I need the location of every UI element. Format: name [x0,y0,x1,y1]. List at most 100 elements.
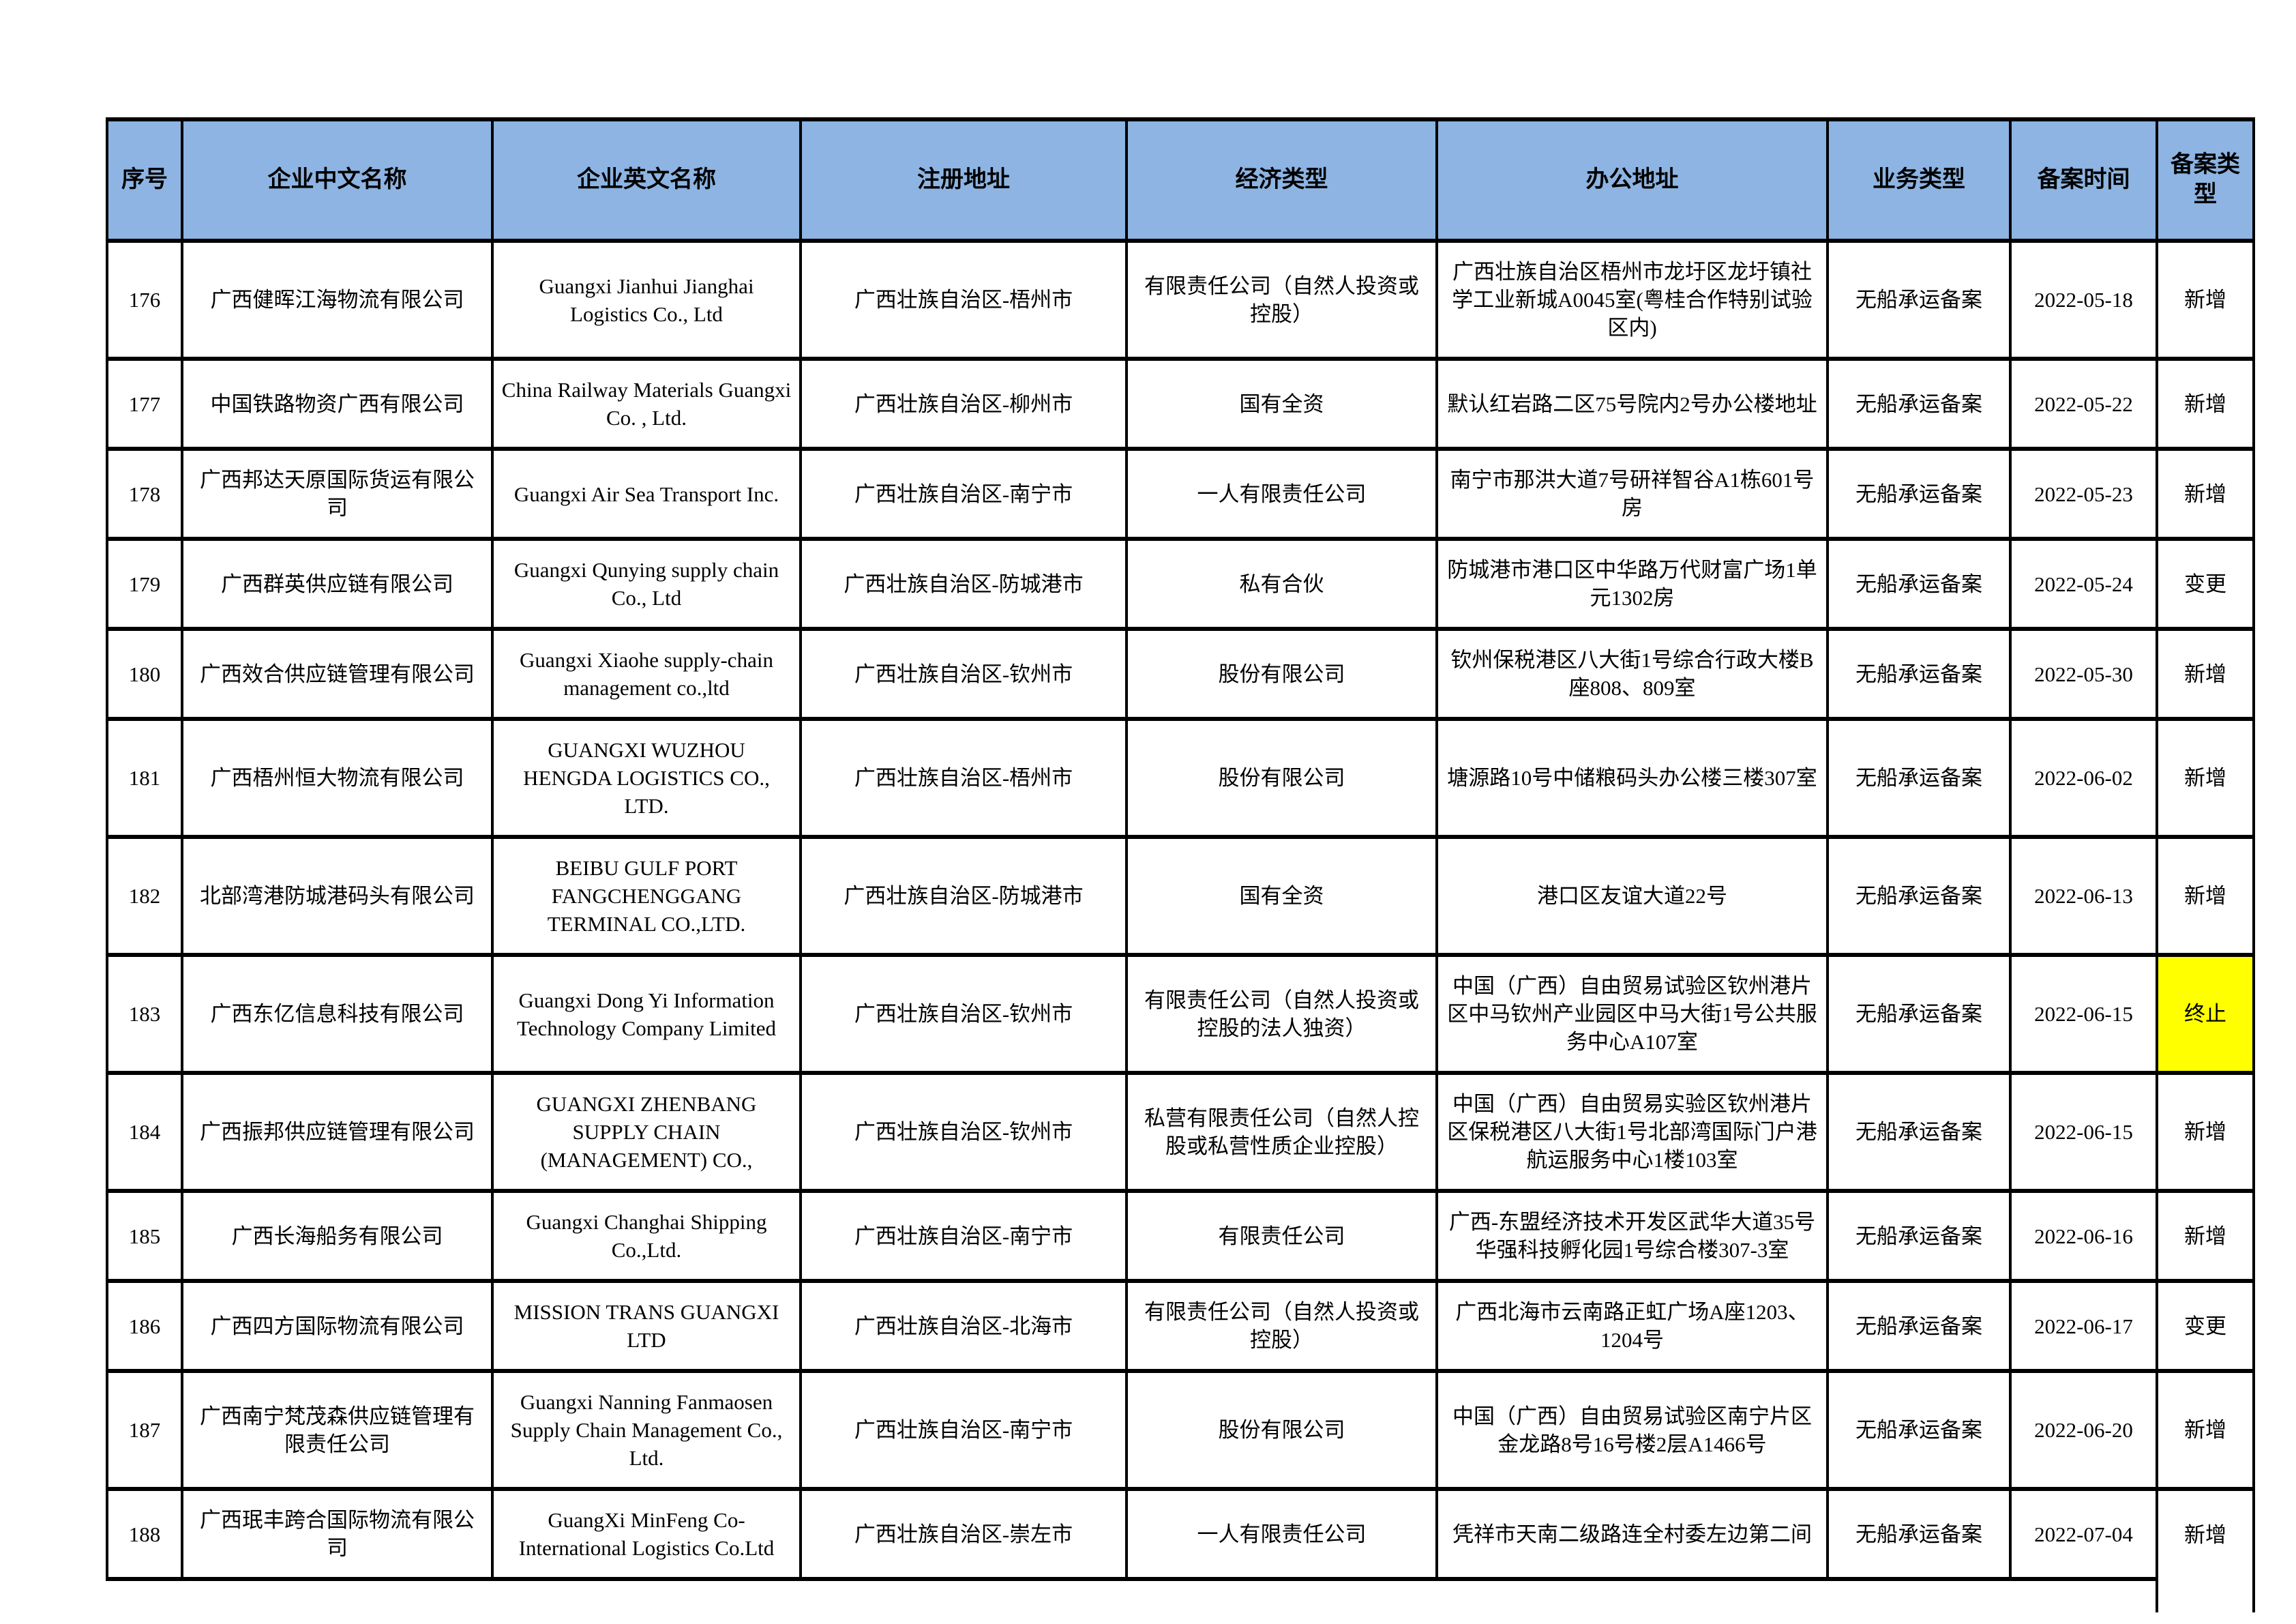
cell-filing-date: 2022-05-22 [2009,357,2158,451]
cell-economic-type: 股份有限公司 [1125,627,1438,721]
cell-serial-number: 179 [106,537,183,631]
cell-economic-type: 有限责任公司（自然人投资或控股） [1125,1279,1438,1373]
table-row: 188 广西珉丰跨合国际物流有限公司 GuangXi MinFeng Co-In… [106,1487,2255,1581]
cell-filing-date: 2022-07-04 [2009,1487,2158,1581]
cell-registered-address: 广西壮族自治区-钦州市 [799,953,1128,1075]
column-header: 备案时间 [2009,117,2158,243]
cell-company-name-en: GUANGXI WUZHOU HENGDA LOGISTICS CO., LTD… [491,717,802,839]
cell-filing-type: 新增 [2156,1369,2255,1491]
cell-filing-type: 新增 [2156,717,2255,839]
cell-office-address: 港口区友谊大道22号 [1435,835,1829,957]
cell-filing-type: 终止 [2156,953,2255,1075]
cell-office-address: 广西北海市云南路正虹广场A座1203、1204号 [1435,1279,1829,1373]
cell-company-name-en: BEIBU GULF PORT FANGCHENGGANG TERMINAL C… [491,835,802,957]
table-row: 185 广西长海船务有限公司 Guangxi Changhai Shipping… [106,1189,2255,1283]
cell-filing-type: 新增 [2156,627,2255,721]
cell-serial-number: 182 [106,835,183,957]
cell-company-name-en: GuangXi MinFeng Co-International Logisti… [491,1487,802,1581]
cell-office-address: 默认红岩路二区75号院内2号办公楼地址 [1435,357,1829,451]
cell-company-name-en: Guangxi Jianhui Jianghai Logistics Co., … [491,239,802,361]
column-header: 企业英文名称 [491,117,802,243]
cell-company-name-en: Guangxi Air Sea Transport Inc. [491,447,802,541]
column-header: 办公地址 [1435,117,1829,243]
cell-serial-number: 186 [106,1279,183,1373]
cell-registered-address: 广西壮族自治区-南宁市 [799,1189,1128,1283]
header-row: 序号 企业中文名称 企业英文名称 注册地址 经济类型 办公地址 业务类型 备案时间 备案类型 [106,117,2255,243]
cell-filing-date: 2022-06-13 [2009,835,2158,957]
cell-registered-address: 广西壮族自治区-崇左市 [799,1487,1128,1581]
cell-economic-type: 私营有限责任公司（自然人控股或私营性质企业控股） [1125,1071,1438,1193]
cell-filing-date: 2022-06-20 [2009,1369,2158,1491]
next-row-border-stub [2156,1578,2158,1612]
cell-registered-address: 广西壮族自治区-防城港市 [799,835,1128,957]
cell-office-address: 防城港市港口区中华路万代财富广场1单元1302房 [1435,537,1829,631]
cell-company-name-en: GUANGXI ZHENBANG SUPPLY CHAIN (MANAGEMEN… [491,1071,802,1193]
cell-business-type: 无船承运备案 [1826,1279,2012,1373]
cell-company-name-cn: 北部湾港防城港码头有限公司 [181,835,494,957]
cell-economic-type: 国有全资 [1125,357,1438,451]
cell-serial-number: 177 [106,357,183,451]
cell-company-name-en: Guangxi Changhai Shipping Co.,Ltd. [491,1189,802,1283]
cell-business-type: 无船承运备案 [1826,717,2012,839]
nvocc-filing-table: 序号 企业中文名称 企业英文名称 注册地址 经济类型 办公地址 业务类型 备案时间 备案类型 1… [106,117,2255,1581]
cell-company-name-cn: 广西长海船务有限公司 [181,1189,494,1283]
cell-serial-number: 185 [106,1189,183,1283]
cell-business-type: 无船承运备案 [1826,953,2012,1075]
cell-serial-number: 178 [106,447,183,541]
cell-economic-type: 有限责任公司（自然人投资或控股） [1125,239,1438,361]
table-row: 183 广西东亿信息科技有限公司 Guangxi Dong Yi Informa… [106,953,2255,1075]
cell-filing-type: 新增 [2156,835,2255,957]
cell-company-name-cn: 广西振邦供应链管理有限公司 [181,1071,494,1193]
cell-filing-date: 2022-06-15 [2009,953,2158,1075]
cell-serial-number: 176 [106,239,183,361]
table-row: 181 广西梧州恒大物流有限公司 GUANGXI WUZHOU HENGDA L… [106,717,2255,839]
cell-company-name-cn: 广西群英供应链有限公司 [181,537,494,631]
cell-filing-date: 2022-05-24 [2009,537,2158,631]
cell-office-address: 广西壮族自治区梧州市龙圩区龙圩镇社学工业新城A0045室(粤桂合作特别试验区内) [1435,239,1829,361]
cell-filing-date: 2022-05-18 [2009,239,2158,361]
next-row-border-stub [2252,1578,2255,1612]
table-row: 186 广西四方国际物流有限公司 MISSION TRANS GUANGXI L… [106,1279,2255,1373]
cell-registered-address: 广西壮族自治区-南宁市 [799,1369,1128,1491]
table-row: 184 广西振邦供应链管理有限公司 GUANGXI ZHENBANG SUPPL… [106,1071,2255,1193]
cell-filing-date: 2022-05-30 [2009,627,2158,721]
table-row: 187 广西南宁梵茂森供应链管理有限责任公司 Guangxi Nanning F… [106,1369,2255,1491]
cell-company-name-en: Guangxi Dong Yi Information Technology C… [491,953,802,1075]
cell-filing-date: 2022-06-02 [2009,717,2158,839]
cell-office-address: 塘源路10号中储粮码头办公楼三楼307室 [1435,717,1829,839]
cell-company-name-cn: 广西效合供应链管理有限公司 [181,627,494,721]
cell-company-name-en: Guangxi Xiaohe supply-chain management c… [491,627,802,721]
cell-registered-address: 广西壮族自治区-南宁市 [799,447,1128,541]
cell-registered-address: 广西壮族自治区-钦州市 [799,627,1128,721]
table-row: 179 广西群英供应链有限公司 Guangxi Qunying supply c… [106,537,2255,631]
cell-office-address: 凭祥市天南二级路连全村委左边第二间 [1435,1487,1829,1581]
cell-economic-type: 国有全资 [1125,835,1438,957]
cell-serial-number: 184 [106,1071,183,1193]
cell-filing-date: 2022-06-16 [2009,1189,2158,1283]
cell-company-name-en: Guangxi Qunying supply chain Co., Ltd [491,537,802,631]
cell-office-address: 广西-东盟经济技术开发区武华大道35号华强科技孵化园1号综合楼307-3室 [1435,1189,1829,1283]
cell-company-name-cn: 广西四方国际物流有限公司 [181,1279,494,1373]
cell-business-type: 无船承运备案 [1826,357,2012,451]
cell-business-type: 无船承运备案 [1826,1369,2012,1491]
table-row: 177 中国铁路物资广西有限公司 China Railway Materials… [106,357,2255,451]
cell-economic-type: 私有合伙 [1125,537,1438,631]
cell-filing-date: 2022-06-17 [2009,1279,2158,1373]
cell-company-name-cn: 广西邦达天原国际货运有限公司 [181,447,494,541]
cell-registered-address: 广西壮族自治区-梧州市 [799,717,1128,839]
cell-company-name-en: MISSION TRANS GUANGXI LTD [491,1279,802,1373]
cell-serial-number: 188 [106,1487,183,1581]
column-header: 业务类型 [1826,117,2012,243]
cell-economic-type: 有限责任公司 [1125,1189,1438,1283]
table-row: 180 广西效合供应链管理有限公司 Guangxi Xiaohe supply-… [106,627,2255,721]
table-row: 176 广西健晖江海物流有限公司 Guangxi Jianhui Jiangha… [106,239,2255,361]
cell-filing-type: 新增 [2156,1189,2255,1283]
cell-filing-date: 2022-06-15 [2009,1071,2158,1193]
cell-business-type: 无船承运备案 [1826,1487,2012,1581]
cell-serial-number: 181 [106,717,183,839]
table-row: 178 广西邦达天原国际货运有限公司 Guangxi Air Sea Trans… [106,447,2255,541]
cell-registered-address: 广西壮族自治区-柳州市 [799,357,1128,451]
cell-economic-type: 股份有限公司 [1125,717,1438,839]
cell-business-type: 无船承运备案 [1826,1189,2012,1283]
